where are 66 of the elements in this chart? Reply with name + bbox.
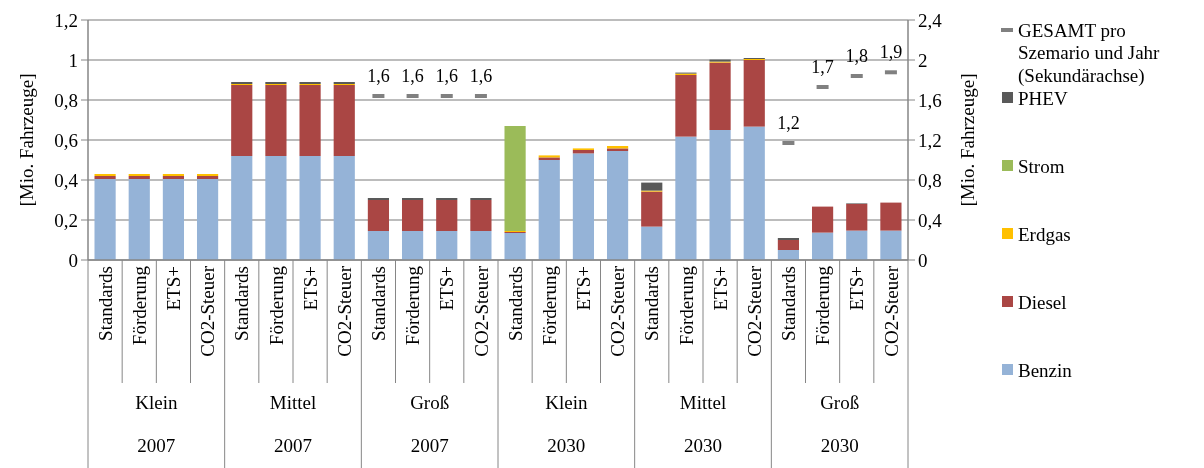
y2-tick-label: 0 xyxy=(918,249,928,271)
legend-label: GESAMT pro Szemario und Jahr (Sekundärachse) xyxy=(1018,19,1161,88)
text: Groß xyxy=(820,392,860,413)
y-tick-label: 0,2 xyxy=(54,209,78,231)
data-label: 1,7 xyxy=(811,57,834,77)
x-tick-label: CO2-Steuer xyxy=(607,265,629,357)
data-label: 1,6 xyxy=(367,66,390,86)
text: Groß xyxy=(410,392,450,413)
x-tick-label: ETS+ xyxy=(163,266,185,311)
y-tick-label: 1 xyxy=(68,49,78,71)
y2-tick-label: 1,2 xyxy=(918,129,942,151)
x-tick-label: Standards xyxy=(641,266,663,341)
x-tick-label: CO2-Steuer xyxy=(470,265,492,357)
text: Klein xyxy=(545,392,588,413)
legend-label: Erdgas xyxy=(1018,223,1071,245)
x-tick-label: Förderung xyxy=(675,265,697,346)
x-tick-label: ETS+ xyxy=(709,266,731,311)
y2-tick-label: 2 xyxy=(918,49,928,71)
x-tick-label: Förderung xyxy=(812,265,834,346)
y2-tick-label: 0,4 xyxy=(918,209,943,231)
text: 2030 xyxy=(684,435,722,456)
x-tick-label: CO2-Steuer xyxy=(197,265,219,357)
data-label: 1,8 xyxy=(845,46,868,66)
x-tick-label: Standards xyxy=(94,266,116,341)
x-tick-label: Förderung xyxy=(265,265,287,346)
y2-tick-label: 0,8 xyxy=(918,169,942,191)
x-tick-label: Förderung xyxy=(402,265,424,346)
text: Mittel xyxy=(269,392,317,413)
y-tick-label: 0,8 xyxy=(54,89,78,111)
x-tick-label: ETS+ xyxy=(299,266,321,311)
x-tick-label: Förderung xyxy=(538,265,560,346)
data-label: 1,9 xyxy=(879,42,903,63)
text: 2007 xyxy=(410,435,449,456)
text: 2007 xyxy=(274,435,312,456)
x-tick-label: CO2-Steuer xyxy=(880,265,902,357)
x-tick-label: ETS+ xyxy=(573,266,595,311)
x-tick-label: Standards xyxy=(504,266,526,341)
x-tick-label: ETS+ xyxy=(846,266,868,311)
legend-label: PHEV xyxy=(1018,87,1068,109)
text: Mittel xyxy=(679,392,727,413)
text: 2030 xyxy=(547,435,586,456)
text: 2030 xyxy=(820,435,859,456)
y-tick-label: 0,6 xyxy=(54,129,78,151)
y-axis-title: [Mio. Fahrzeuge] xyxy=(16,73,37,207)
x-tick-label: Standards xyxy=(778,266,800,341)
legend-label: Benzin xyxy=(1018,359,1073,381)
text: 2007 xyxy=(137,435,176,456)
x-tick-label: Standards xyxy=(231,266,253,341)
x-tick-label: CO2-Steuer xyxy=(743,265,765,357)
data-label: 1,6 xyxy=(435,66,458,86)
x-tick-label: Standards xyxy=(368,266,390,341)
data-label: 1,6 xyxy=(401,66,424,86)
y2-tick-label: 2,4 xyxy=(918,9,943,31)
data-label: 1,2 xyxy=(777,113,800,133)
x-tick-label: Förderung xyxy=(128,265,150,346)
x-tick-label: CO2-Steuer xyxy=(333,265,355,357)
text: Klein xyxy=(135,392,178,413)
legend-label: Strom xyxy=(1018,155,1065,177)
y2-axis-title: [Mio. Fahrzeuge] xyxy=(957,73,978,207)
y-tick-label: 0 xyxy=(68,249,78,271)
y-tick-label: 0,4 xyxy=(54,169,79,191)
y-tick-label: 1,2 xyxy=(54,9,78,31)
data-label: 1,6 xyxy=(469,66,493,86)
y2-tick-label: 1,6 xyxy=(918,89,942,111)
legend-label: Diesel xyxy=(1018,291,1067,313)
x-tick-label: ETS+ xyxy=(436,266,458,311)
